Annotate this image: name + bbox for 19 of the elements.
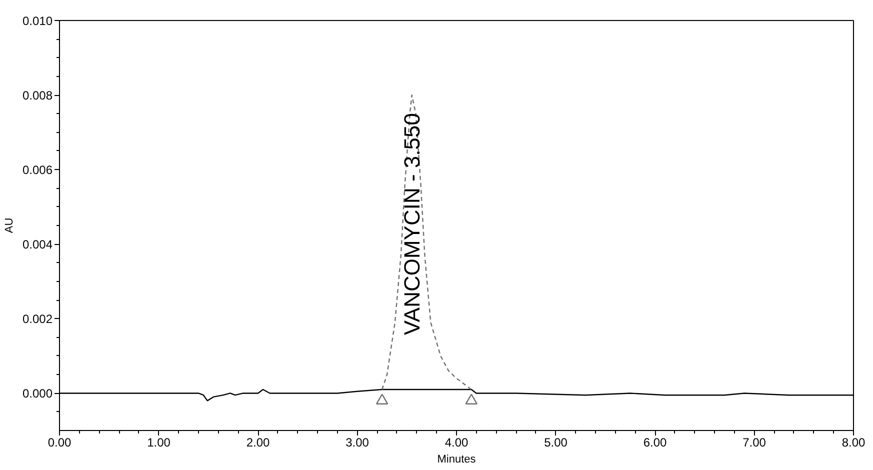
y-tick-label: 0.000: [22, 386, 53, 401]
line-series: [381, 94, 472, 390]
y-axis-title: AU: [3, 218, 16, 234]
x-axis-title: Minutes: [437, 454, 476, 466]
x-tick-label: 0.00: [48, 436, 72, 450]
x-tick-label: 5.00: [544, 436, 568, 450]
y-tick-label: 0.010: [22, 14, 53, 28]
y-tick-label: 0.006: [22, 163, 53, 178]
annotation: VANCOMYCIN - 3.550: [399, 113, 424, 336]
x-tick-label: 3.00: [346, 436, 370, 450]
x-tick-label: 4.00: [444, 436, 469, 450]
x-tick-label: 8.00: [842, 436, 866, 450]
y-tick-label: 0.002: [22, 312, 53, 326]
x-tick-label: 2.00: [246, 436, 270, 450]
x-tick-label: 1.00: [147, 436, 171, 450]
y-tick-label: 0.004: [22, 238, 53, 252]
y-tick-label: 0.008: [22, 88, 53, 103]
x-tick-label: 6.00: [643, 436, 668, 450]
x-tick-label: 7.00: [742, 436, 766, 450]
